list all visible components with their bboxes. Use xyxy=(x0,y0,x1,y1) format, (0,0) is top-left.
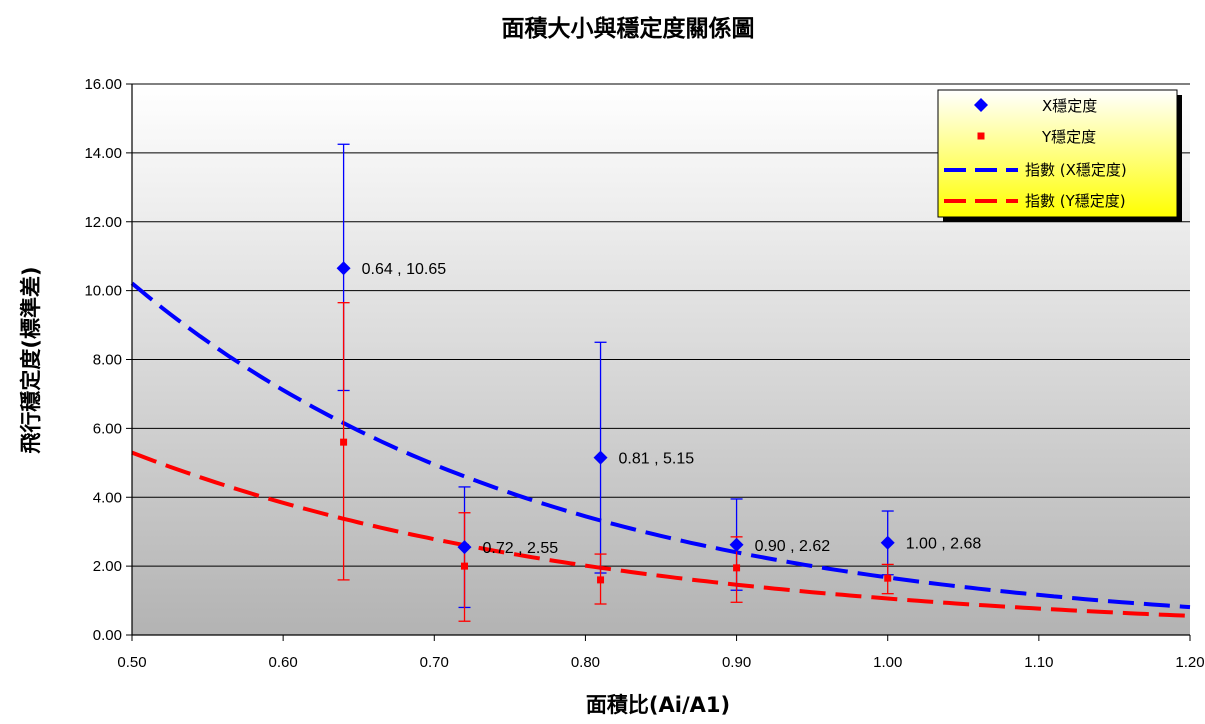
y-tick-label-5: 10.00 xyxy=(84,283,122,300)
point-y-0 xyxy=(340,438,348,446)
x-tick-label-2: 0.70 xyxy=(420,654,449,671)
point-x-3 xyxy=(729,537,744,552)
data-labels: 0.64 , 10.65 0.72 , 2.55 0.81 , 5.15 0.90 ,… xyxy=(362,261,982,557)
y-axis-ticks: 0.00 2.00 4.00 6.00 8.00 10.00 12.00 14.00 16.00 xyxy=(84,76,132,644)
point-y-1 xyxy=(461,562,469,570)
legend-label-x: X穩定度 xyxy=(1042,97,1097,115)
data-label-x-2: 0.81 , 5.15 xyxy=(619,451,695,468)
point-y-2 xyxy=(597,576,605,584)
y-tick-label-3: 6.00 xyxy=(93,420,122,437)
trendlines xyxy=(130,281,1191,618)
trendline-y xyxy=(131,450,1191,618)
x-axis-ticks: 0.50 0.60 0.70 0.80 0.90 1.00 1.10 1.20 xyxy=(117,635,1205,671)
y-tick-label-2: 4.00 xyxy=(93,489,122,506)
legend-label-y: Y穩定度 xyxy=(1041,128,1096,146)
legend: X穩定度 Y穩定度 指數 (X穩定度) 指數 (Y穩定度) xyxy=(937,89,1182,222)
point-y-4 xyxy=(884,574,892,582)
data-label-x-1: 0.72 , 2.55 xyxy=(483,540,559,557)
x-tick-label-5: 1.00 xyxy=(873,654,902,671)
y-tick-label-6: 12.00 xyxy=(84,214,122,231)
legend-marker-x xyxy=(974,98,988,112)
data-label-x-0: 0.64 , 10.65 xyxy=(362,261,447,278)
y-tick-label-0: 0.00 xyxy=(93,627,122,644)
point-x-2 xyxy=(593,450,608,465)
y-tick-label-4: 8.00 xyxy=(93,352,122,369)
x-tick-label-1: 0.60 xyxy=(269,654,298,671)
data-label-x-4: 1.00 , 2.68 xyxy=(906,536,982,553)
x-tick-label-7: 1.20 xyxy=(1175,654,1204,671)
point-x-4 xyxy=(880,535,895,550)
point-x-1 xyxy=(457,540,472,555)
y-tick-label-8: 16.00 xyxy=(84,76,122,93)
point-x-0 xyxy=(336,261,351,276)
x-axis-title: 面積比(Ai/A1) xyxy=(586,693,730,717)
trendline-x xyxy=(130,281,1191,610)
legend-label-x-trend: 指數 (X穩定度) xyxy=(1025,161,1127,179)
x-tick-label-4: 0.90 xyxy=(722,654,751,671)
legend-marker-y xyxy=(977,132,985,140)
point-y-3 xyxy=(733,564,741,572)
y-tick-label-7: 14.00 xyxy=(84,145,122,162)
data-label-x-3: 0.90 , 2.62 xyxy=(755,538,831,555)
data-points xyxy=(336,261,895,584)
legend-label-y-trend: 指數 (Y穩定度) xyxy=(1025,192,1126,210)
x-tick-label-6: 1.10 xyxy=(1024,654,1053,671)
chart-title: 面積大小與穩定度關係圖 xyxy=(502,15,755,42)
x-tick-label-3: 0.80 xyxy=(571,654,600,671)
x-tick-label-0: 0.50 xyxy=(117,654,146,671)
y-axis-title: 飛行穩定度(標準差) xyxy=(19,266,43,453)
y-tick-label-1: 2.00 xyxy=(93,558,122,575)
legend-box xyxy=(937,89,1178,218)
